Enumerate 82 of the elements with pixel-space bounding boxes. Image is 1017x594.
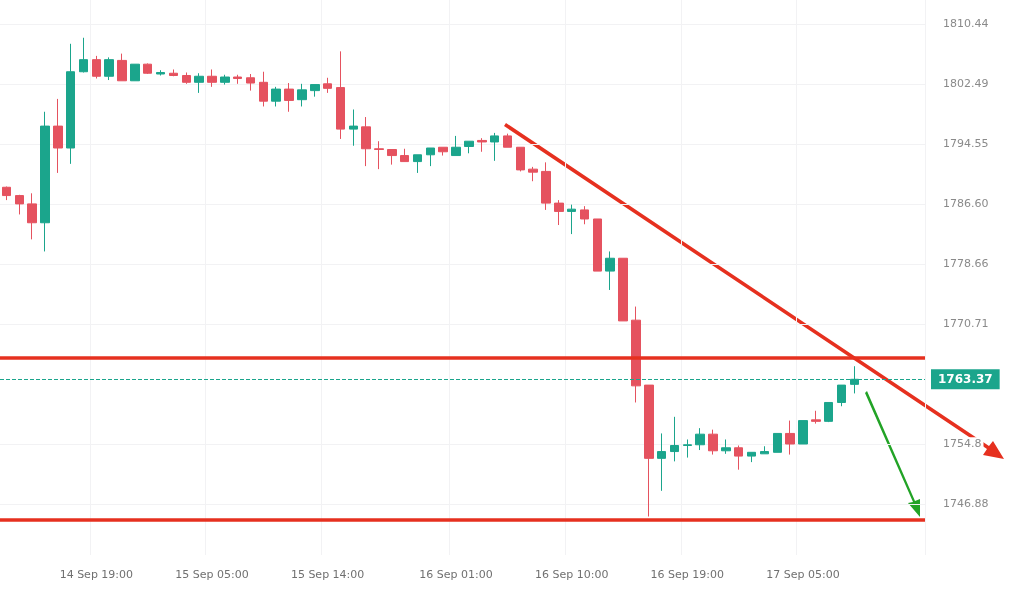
candlestick (670, 416, 679, 462)
candlestick (464, 140, 474, 154)
candlestick (451, 135, 461, 157)
candlestick (695, 427, 705, 451)
candlestick (104, 56, 114, 81)
candlestick (15, 194, 24, 215)
candlestick (297, 83, 307, 107)
candlestick (374, 140, 384, 170)
y-tick-label: 1810.44 (943, 17, 989, 31)
candlestick (53, 98, 63, 174)
candlestick (541, 161, 551, 211)
candlestick (734, 445, 743, 471)
candlestick (79, 37, 88, 73)
candlestick (503, 133, 512, 148)
candlestick (580, 205, 589, 225)
candlestick (773, 432, 782, 453)
candlestick (490, 132, 499, 162)
x-tick-label: 15 Sep 05:00 (175, 568, 249, 581)
candlestick (271, 86, 281, 107)
candlestick (387, 149, 397, 166)
candlestick (259, 71, 268, 107)
candlestick (66, 43, 75, 165)
y-tick-label: 1778.66 (943, 257, 989, 271)
candlestick (477, 137, 487, 153)
candlestick (130, 63, 140, 82)
candlestick (747, 451, 756, 463)
candlestick (310, 84, 320, 98)
candlestick (182, 71, 191, 85)
y-tick-label: 1802.49 (943, 77, 989, 91)
candlestick (220, 74, 230, 86)
x-tick-label: 14 Sep 19:00 (59, 568, 134, 581)
candlestick (27, 192, 37, 240)
candlestick (631, 306, 641, 403)
candlestick (683, 438, 692, 459)
y-tick-label: 1794.55 (943, 137, 989, 151)
candlestick (644, 384, 654, 517)
candlestick (593, 218, 602, 272)
candlestick (721, 438, 731, 455)
candlestick (554, 199, 564, 226)
candlestick (528, 166, 538, 182)
candlestick (169, 68, 178, 77)
x-tick-label: 16 Sep 10:00 (534, 568, 609, 581)
y-tick-label: 1770.71 (943, 317, 989, 331)
candlestick (798, 420, 808, 445)
x-tick-label: 16 Sep 01:00 (419, 568, 493, 581)
candlestick (413, 154, 422, 174)
candlestick (785, 420, 795, 456)
candlestick (824, 401, 833, 423)
candlestick (92, 55, 101, 80)
candlestick (246, 73, 255, 92)
candlestick (605, 250, 615, 291)
candlestick (156, 69, 165, 77)
candlestick (349, 108, 358, 147)
candlestick (516, 146, 525, 172)
y-tick-label: 1746.88 (943, 497, 989, 511)
candlestick (708, 429, 718, 456)
candlestick (284, 82, 294, 113)
candlestick (618, 257, 628, 322)
candlestick (194, 72, 204, 94)
candlestick (811, 410, 821, 425)
x-tick-label: 17 Sep 05:00 (766, 568, 840, 581)
candlestick (2, 186, 11, 201)
x-tick-label: 16 Sep 19:00 (650, 568, 725, 581)
candlestick (323, 77, 332, 94)
candlestick (400, 148, 409, 163)
candlestick (361, 116, 371, 167)
candlestick (117, 53, 127, 82)
y-tick-label: 1754.8 (943, 437, 982, 451)
candlestick (837, 384, 846, 407)
candlestick (426, 147, 435, 167)
candlestick (438, 146, 448, 157)
candlestick (40, 111, 50, 252)
candlestick (657, 432, 666, 492)
candlestick (233, 74, 242, 85)
y-tick-label: 1786.60 (943, 197, 989, 211)
candlestick (760, 445, 769, 455)
ref-line-label: 1763.37 (938, 372, 993, 387)
candlestick (207, 68, 217, 88)
candlestick (336, 50, 345, 140)
candlestick (567, 204, 576, 235)
x-tick-label: 15 Sep 14:00 (290, 568, 365, 581)
candlestick (143, 62, 152, 75)
